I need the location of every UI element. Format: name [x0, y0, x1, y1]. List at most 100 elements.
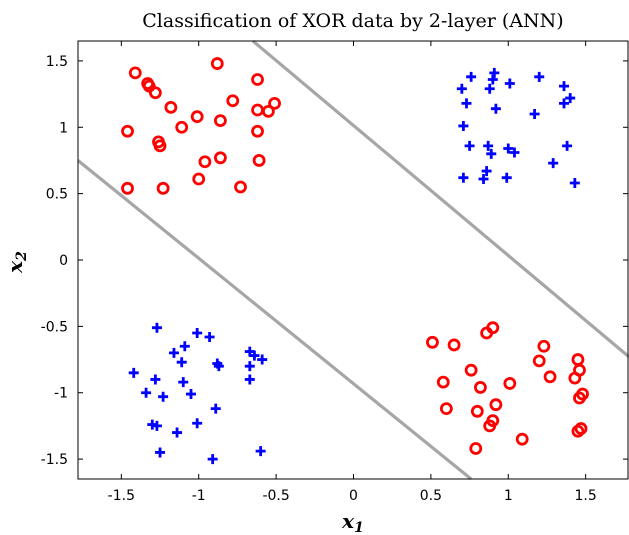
- circle-point: [436, 375, 450, 389]
- y-tick-label: 0: [59, 253, 68, 269]
- circle-point: [543, 370, 557, 384]
- y-axis-label: x2: [3, 251, 30, 274]
- plus-point: [151, 420, 162, 431]
- plus-point: [176, 357, 187, 368]
- circle-point: [190, 110, 204, 124]
- circle-point: [268, 96, 281, 110]
- plus-point: [458, 172, 469, 183]
- plus-point: [244, 374, 255, 385]
- plus-point: [141, 387, 152, 398]
- decision-boundary-2: [251, 39, 629, 359]
- circle-point: [537, 339, 551, 353]
- y-tick-label: -1.5: [41, 452, 68, 468]
- circle-point: [426, 335, 439, 349]
- circle-point: [464, 363, 478, 377]
- plus-point: [456, 83, 467, 94]
- plus-point: [172, 427, 183, 438]
- plus-point: [255, 446, 266, 457]
- circle-point: [164, 100, 178, 114]
- y-tick-label: 1.5: [46, 54, 68, 70]
- circle-point: [234, 180, 247, 194]
- plus-point: [486, 148, 497, 159]
- plus-point: [466, 71, 477, 82]
- plus-point: [504, 78, 515, 89]
- plus-point: [464, 140, 475, 151]
- circle-point: [148, 86, 162, 100]
- circle-point: [121, 181, 134, 195]
- x-tick-label: 0: [349, 488, 358, 504]
- y-tick-label: -1: [54, 386, 68, 402]
- x-tick-label: -1.5: [108, 488, 135, 504]
- plus-point: [150, 374, 161, 385]
- x-tick-label: 0.5: [420, 488, 442, 504]
- circle-point: [447, 338, 461, 352]
- circle-point: [198, 155, 212, 169]
- x-tick-label: 1: [504, 488, 513, 504]
- plus-point: [478, 174, 489, 185]
- plus-point: [158, 391, 169, 402]
- circle-point: [153, 139, 167, 153]
- plus-point: [155, 447, 166, 458]
- plus-point: [529, 109, 540, 119]
- decision-boundary-1: [76, 159, 473, 481]
- chart-title: Classification of XOR data by 2-layer (A…: [142, 10, 563, 32]
- plus-point: [178, 377, 189, 388]
- x-tick-label: -0.5: [262, 488, 289, 504]
- circle-point: [251, 124, 264, 138]
- y-axis-label-sub: 2: [14, 251, 30, 262]
- data-points: [121, 57, 589, 465]
- y-axis-label-base: x: [3, 260, 27, 274]
- plus-point: [461, 98, 472, 109]
- plus-point: [501, 172, 512, 183]
- plus-point: [210, 403, 221, 414]
- circle-point: [483, 419, 497, 433]
- plus-point: [207, 454, 218, 465]
- circle-point: [486, 321, 500, 335]
- x-axis-label-sub: 1: [354, 520, 364, 535]
- plus-point: [458, 120, 469, 131]
- circle-point: [261, 104, 275, 118]
- circle-point: [128, 66, 142, 80]
- circle-point: [156, 181, 170, 195]
- circle-point: [213, 151, 227, 165]
- circle-point: [121, 124, 134, 138]
- circle-point: [515, 432, 529, 446]
- plus-point: [128, 367, 139, 378]
- plot-frame: [77, 40, 629, 480]
- plus-point: [562, 140, 573, 151]
- decision-boundaries: [76, 39, 629, 481]
- y-tick-label: -0.5: [41, 319, 68, 335]
- x-tick-label: -1: [192, 488, 206, 504]
- circle-point: [503, 377, 517, 390]
- circle-point: [213, 114, 227, 128]
- circle-point: [226, 94, 240, 108]
- plus-point: [244, 361, 255, 372]
- plus-point: [558, 81, 569, 92]
- plus-point: [185, 389, 196, 400]
- plus-point: [565, 93, 576, 104]
- plus-point: [204, 331, 215, 342]
- circle-point: [175, 120, 189, 134]
- plus-point: [257, 354, 268, 365]
- circle-point: [489, 398, 503, 412]
- plus-point: [151, 322, 162, 333]
- circle-point: [251, 73, 264, 86]
- plus-point: [484, 83, 495, 94]
- circle-point: [574, 422, 588, 435]
- y-tick-label: 0.5: [46, 187, 68, 203]
- x-axis-ticks: -1.5 -1 -0.5 0 0.5 1 1.5: [108, 41, 597, 504]
- plus-point: [490, 103, 501, 114]
- plus-point: [534, 71, 545, 82]
- plus-point: [548, 158, 559, 169]
- plus-point: [249, 350, 260, 361]
- plus-point: [192, 418, 203, 429]
- plus-point: [503, 143, 514, 154]
- circle-point: [251, 103, 264, 117]
- plus-point: [569, 178, 580, 189]
- circle-point: [576, 387, 589, 401]
- plus-point: [489, 67, 500, 78]
- circle-point: [474, 381, 487, 394]
- plus-point: [483, 140, 494, 151]
- circle-point: [210, 57, 224, 70]
